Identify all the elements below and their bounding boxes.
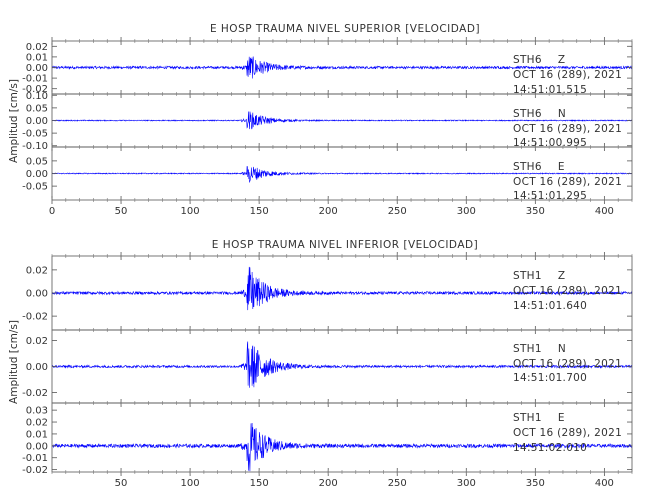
- lower-y-axis-label: Amplitud [cm/s]: [8, 320, 20, 404]
- station-label: STH1 E: [513, 412, 565, 424]
- station-label: STH6 Z: [513, 54, 565, 66]
- x-tick-label: 250: [388, 478, 407, 489]
- y-tick-label: 0.02: [26, 336, 48, 347]
- y-tick-label: 0.05: [26, 103, 48, 114]
- upper-panel-title: E HOSP TRAUMA NIVEL SUPERIOR [VELOCIDAD]: [210, 23, 480, 35]
- x-tick-label: 0: [49, 206, 55, 217]
- y-tick-label: 0.03: [26, 406, 48, 417]
- date-label: OCT 16 (289), 2021: [513, 285, 622, 297]
- station-label: STH6 E: [513, 161, 565, 173]
- station-label: STH1 N: [513, 343, 566, 355]
- x-tick-label: 350: [526, 478, 545, 489]
- waveform-sth1-n: [51, 341, 633, 388]
- waveform-sth6-e: [51, 166, 633, 183]
- x-tick-label: 200: [319, 206, 338, 217]
- y-tick-label: 0.00: [26, 169, 48, 180]
- date-label: OCT 16 (289), 2021: [513, 358, 622, 370]
- y-tick-label: 0.01: [26, 429, 48, 440]
- waveform-line: [51, 266, 633, 311]
- y-tick-label: 0.00: [26, 63, 48, 74]
- x-tick-label: 50: [115, 206, 128, 217]
- axes-layer: 0.020.010.00-0.01-0.020.100.050.00-0.05-…: [22, 37, 633, 489]
- x-tick-label: 200: [319, 478, 338, 489]
- annotation-sth6-n: STH6 N OCT 16 (289), 2021 14:51:00.995: [513, 108, 622, 149]
- y-tick-label: -0.01: [22, 74, 48, 85]
- waveform-sth1-z: [51, 266, 633, 311]
- time-label: 14:51:01.295: [513, 190, 587, 202]
- y-tick-label: -0.02: [22, 388, 48, 399]
- x-tick-label: 250: [388, 206, 407, 217]
- x-tick-label: 300: [457, 478, 476, 489]
- y-tick-label: 0.00: [26, 116, 48, 127]
- y-tick-label: -0.02: [22, 465, 48, 476]
- annotation-sth6-e: STH6 E OCT 16 (289), 2021 14:51:01.295: [513, 161, 622, 202]
- waveform-sth6-z: [51, 56, 633, 79]
- y-tick-label: 0.02: [26, 418, 48, 429]
- annotation-sth1-z: STH1 Z OCT 16 (289), 2021 14:51:01.640: [513, 270, 622, 312]
- time-label: 14:51:01.515: [513, 84, 587, 96]
- waveform-sth1-e: [51, 422, 633, 472]
- date-label: OCT 16 (289), 2021: [513, 176, 622, 188]
- y-tick-label: 0.02: [26, 265, 48, 276]
- y-tick-label: -0.05: [22, 129, 48, 140]
- x-tick-label: 400: [595, 206, 614, 217]
- y-tick-label: 0.00: [26, 289, 48, 300]
- x-tick-label: 150: [250, 478, 269, 489]
- annotation-sth6-z: STH6 Z OCT 16 (289), 2021 14:51:01.515: [513, 54, 622, 96]
- upper-y-axis-label: Amplitud [cm/s]: [8, 79, 20, 163]
- y-tick-label: 0.00: [26, 441, 48, 452]
- station-label: STH1 Z: [513, 270, 565, 282]
- waveform-line: [51, 56, 633, 79]
- time-label: 14:51:01.640: [513, 300, 587, 312]
- x-tick-label: 50: [115, 478, 128, 489]
- lower-panel-title: E HOSP TRAUMA NIVEL INFERIOR [VELOCIDAD]: [212, 239, 478, 251]
- waveform-line: [51, 166, 633, 183]
- station-label: STH6 N: [513, 108, 566, 120]
- x-tick-label: 400: [595, 478, 614, 489]
- y-tick-label: -0.10: [22, 141, 48, 152]
- y-tick-label: -0.02: [22, 312, 48, 323]
- waveform-line: [51, 111, 633, 130]
- y-tick-label: 0.10: [26, 91, 48, 102]
- x-tick-label: 350: [526, 206, 545, 217]
- y-tick-label: -0.01: [22, 453, 48, 464]
- y-tick-label: 0.05: [26, 156, 48, 167]
- annotation-sth1-n: STH1 N OCT 16 (289), 2021 14:51:01.700: [513, 343, 622, 384]
- y-tick-label: -0.02: [22, 84, 48, 95]
- x-tick-label: 150: [250, 206, 269, 217]
- y-tick-label: 0.00: [26, 362, 48, 373]
- x-tick-label: 100: [181, 478, 200, 489]
- waveform-line: [51, 422, 633, 472]
- y-tick-label: 0.01: [26, 52, 48, 63]
- y-tick-label: -0.05: [22, 182, 48, 193]
- waveform-sth6-n: [51, 111, 633, 130]
- date-label: OCT 16 (289), 2021: [513, 69, 622, 81]
- annotation-sth1-e: STH1 E OCT 16 (289), 2021 14:51:02.010: [513, 412, 622, 454]
- y-tick-label: 0.02: [26, 42, 48, 53]
- date-label: OCT 16 (289), 2021: [513, 123, 622, 135]
- time-label: 14:51:02.010: [513, 442, 587, 454]
- x-tick-label: 300: [457, 206, 476, 217]
- time-label: 14:51:01.700: [513, 372, 587, 384]
- waveform-line: [51, 341, 633, 388]
- x-tick-label: 100: [181, 206, 200, 217]
- time-label: 14:51:00.995: [513, 137, 587, 149]
- date-label: OCT 16 (289), 2021: [513, 427, 622, 439]
